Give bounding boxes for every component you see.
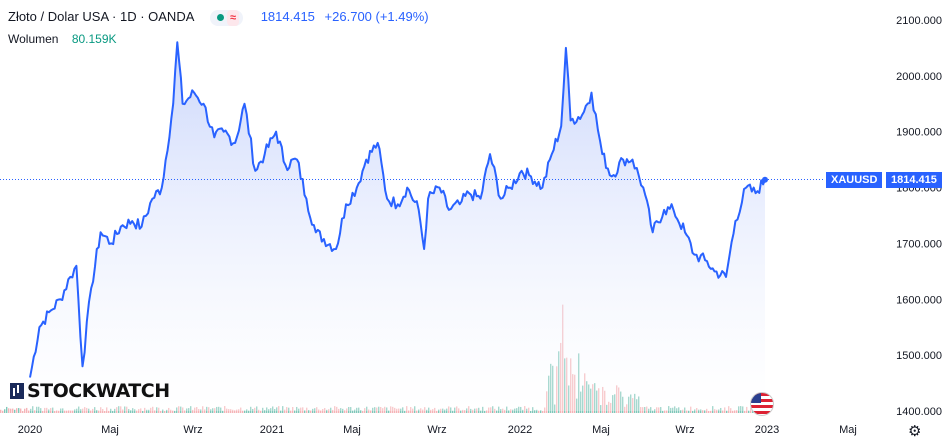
x-tick-label: 2021	[260, 424, 284, 436]
symbol-title[interactable]: Złoto / Dolar USA · 1D · OANDA	[8, 9, 195, 24]
price-area	[30, 42, 765, 412]
volume-label: Wolumen	[8, 32, 59, 46]
wave-icon: ≈	[227, 9, 240, 26]
x-tick-label: Maj	[343, 424, 361, 436]
y-tick-label: 1500.000	[896, 350, 942, 362]
y-tick-label: 2000.000	[896, 71, 942, 83]
us-flag-icon[interactable]	[750, 392, 774, 416]
y-tick-label: 2100.000	[896, 15, 942, 27]
stockwatch-logo: STOCKWATCH	[10, 380, 170, 402]
x-axis: 2020 Maj Wrz 2021 Maj Wrz 2022 Maj Wrz 2023 Maj	[18, 424, 857, 436]
x-tick-label: Maj	[592, 424, 610, 436]
y-tick-label: 1600.000	[896, 294, 942, 306]
volume-legend[interactable]: Wolumen 80.159K	[8, 32, 117, 46]
x-tick-label: Wrz	[427, 424, 446, 436]
last-price-point	[761, 176, 768, 183]
header-change: +26.700 (+1.49%)	[324, 9, 429, 24]
y-tick-label: 1700.000	[896, 238, 942, 250]
x-tick-label: 2023	[755, 424, 779, 436]
x-tick-label: 2022	[508, 424, 532, 436]
x-tick-label: Wrz	[675, 424, 694, 436]
volume-value: 80.159K	[71, 32, 117, 46]
logo-text: STOCKWATCH	[27, 380, 170, 402]
gear-icon[interactable]: ⚙	[908, 423, 922, 440]
price-tag: 1814.415	[886, 172, 942, 188]
x-tick-label: Maj	[101, 424, 119, 436]
y-tick-label: 1400.000	[896, 406, 942, 418]
chart-bars-icon	[10, 383, 24, 399]
ticker-tag: XAUUSD	[826, 172, 883, 188]
chart-header: Złoto / Dolar USA · 1D · OANDA ≈ 1814.41…	[8, 9, 429, 26]
y-axis: 2100.0002000.0001900.0001800.0001700.000…	[896, 15, 942, 418]
market-open-dot-icon	[217, 14, 225, 22]
x-tick-label: Maj	[839, 424, 857, 436]
price-line	[29, 41, 766, 378]
x-tick-label: Wrz	[183, 424, 202, 436]
y-tick-label: 1900.000	[896, 127, 942, 139]
x-tick-label: 2020	[18, 424, 42, 436]
market-status-pill[interactable]: ≈	[210, 9, 244, 26]
header-price: 1814.415	[260, 9, 315, 24]
